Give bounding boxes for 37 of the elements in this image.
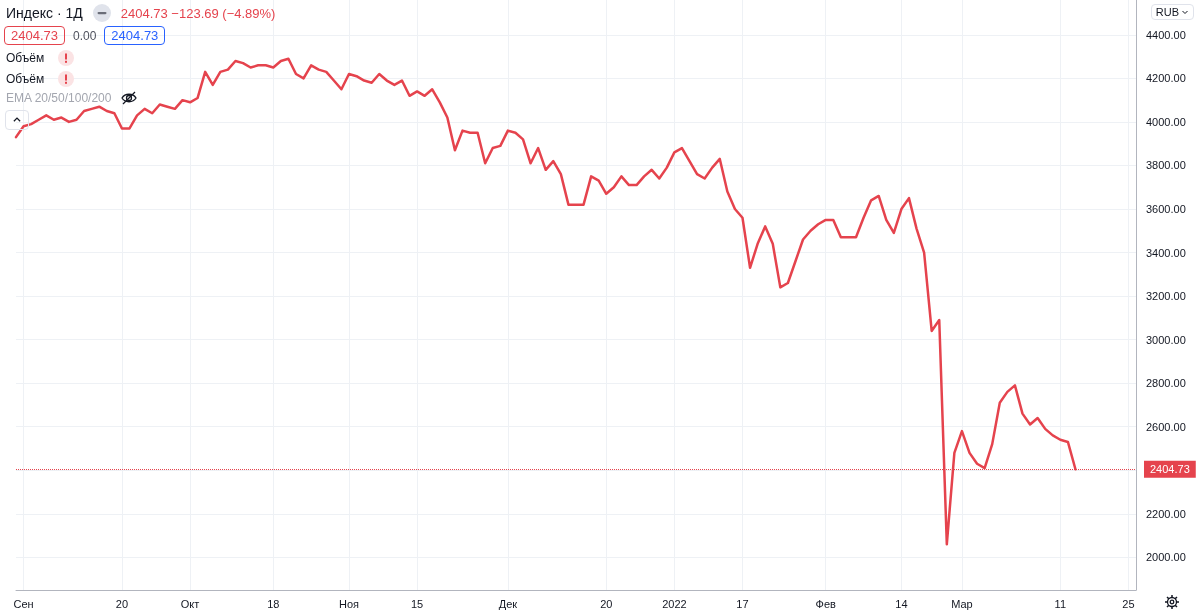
annotation: EMA 20/50/100/200: [6, 91, 112, 105]
y-tick-label: 4000.00: [1146, 115, 1186, 128]
y-tick-label: 2800.00: [1146, 377, 1186, 390]
y-tick-label: 3800.00: [1146, 159, 1186, 172]
y-tick-label: 3200.00: [1146, 290, 1186, 303]
x-tick-label: 18: [267, 597, 280, 610]
annotation: 2404.73: [4, 26, 65, 45]
annotation: 0.00: [73, 28, 97, 43]
ref-line-label: 2404.73: [1150, 463, 1190, 476]
x-tick-label: 2022: [662, 597, 687, 610]
y-tick-label: 3000.00: [1146, 333, 1186, 346]
x-tick-label: 14: [895, 597, 908, 610]
x-tick-label: Дек: [498, 597, 518, 610]
text: RUB: [1155, 6, 1179, 18]
y-tick-label: 2200.00: [1146, 507, 1186, 520]
y-tick-label: 4200.00: [1146, 72, 1186, 85]
x-tick-label: 15: [410, 597, 424, 610]
annotation: 2404.73 −123.69 (−4.89%): [120, 5, 276, 21]
x-tick-label: Мар: [951, 597, 973, 610]
y-tick-label: 3600.00: [1146, 203, 1186, 215]
chart-title: Индекс · 1Д: [6, 5, 83, 21]
annotation: Объём: [6, 72, 45, 86]
y-tick-label: 2000.00: [1146, 551, 1186, 564]
x-tick-label: Фев: [815, 597, 837, 610]
annotation: 2404.73: [104, 26, 166, 45]
x-tick-label: 17: [736, 597, 749, 610]
x-tick-label: Сен: [13, 597, 34, 610]
x-tick-label: 25: [1122, 597, 1135, 610]
y-tick-label: 3400.00: [1146, 246, 1186, 259]
x-tick-label: 20: [600, 597, 613, 610]
x-tick-label: 20: [115, 597, 129, 610]
y-tick-label: 2600.00: [1146, 420, 1186, 433]
annotation: Объём: [6, 51, 45, 65]
y-tick-label: 4400.00: [1146, 28, 1186, 41]
x-tick-label: Окт: [180, 597, 200, 610]
x-tick-label: Ноя: [338, 597, 360, 610]
x-tick-label: 11: [1054, 597, 1067, 610]
